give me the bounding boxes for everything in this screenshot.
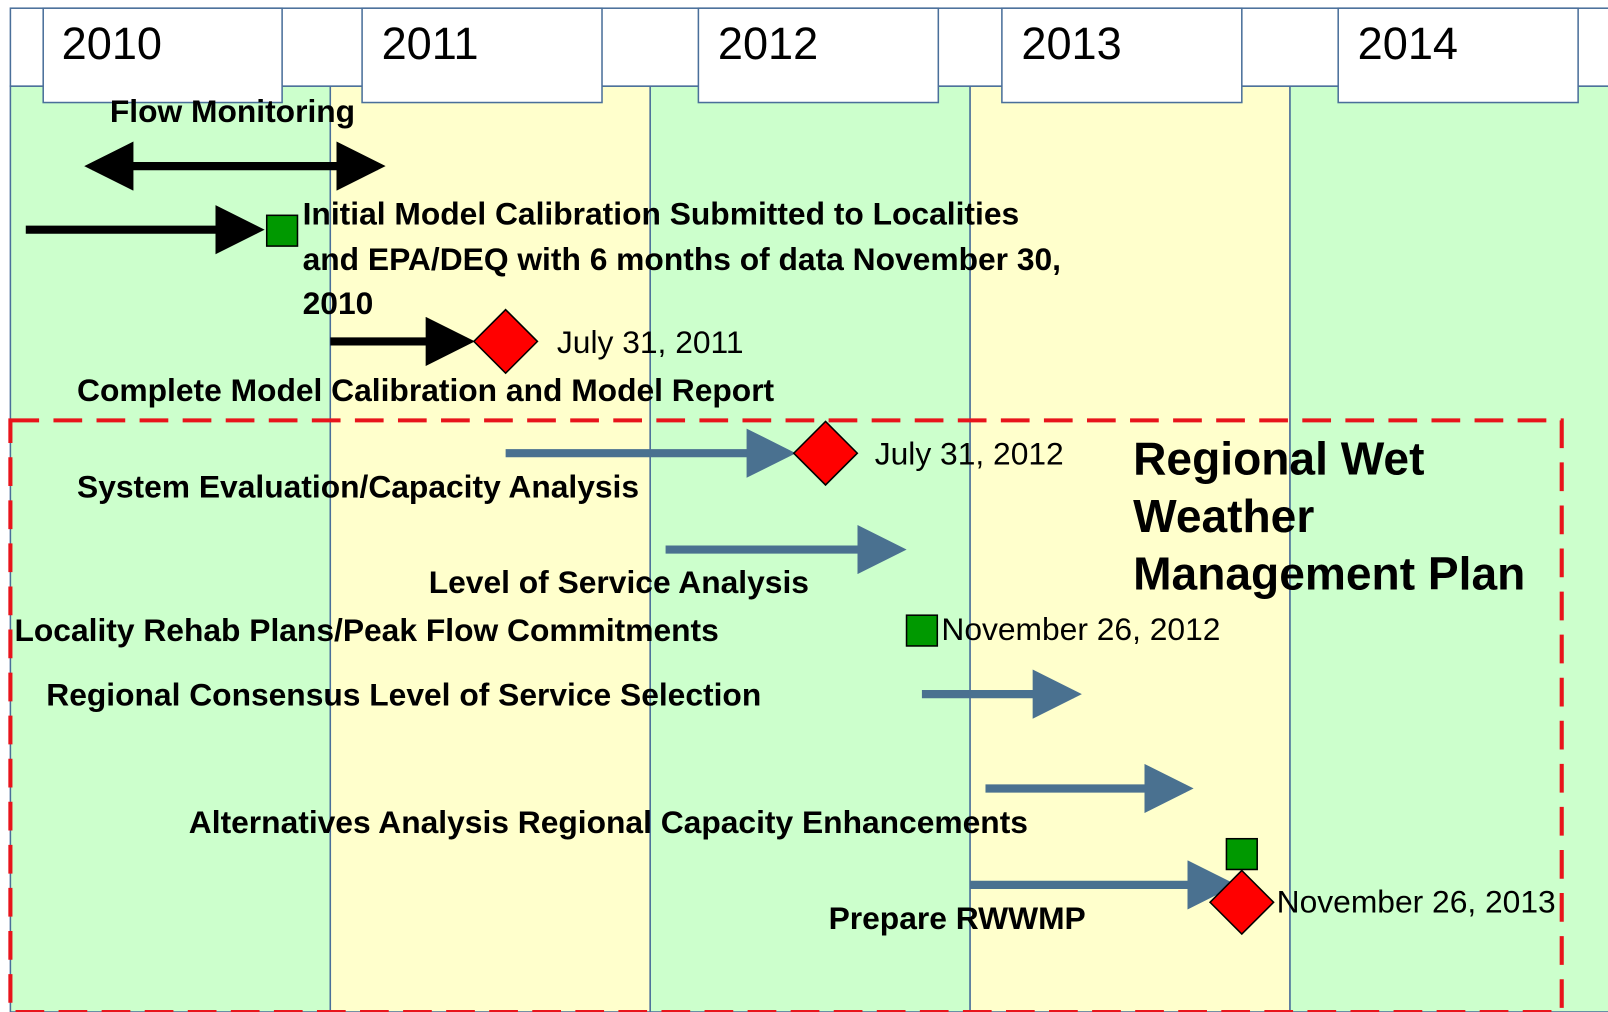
band <box>1289 85 1608 1012</box>
activity-label: System Evaluation/Capacity Analysis <box>77 468 639 504</box>
year-label: 2010 <box>62 18 162 69</box>
activity-label: Initial Model Calibration Submitted to L… <box>303 196 1020 232</box>
year-label: 2013 <box>1021 18 1121 69</box>
activity-label: Level of Service Analysis <box>429 564 809 600</box>
band <box>329 85 651 1012</box>
milestone-square <box>1225 837 1258 871</box>
year-bands <box>9 7 1608 1012</box>
date-label: November 26, 2013 <box>1277 884 1556 920</box>
date-label: July 31, 2012 <box>875 436 1064 472</box>
activity-label: 2010 <box>303 285 374 321</box>
arrows <box>25 141 1237 910</box>
activity-label: Flow Monitoring <box>110 93 355 129</box>
milestone-diamond <box>472 308 539 375</box>
date-label: November 26, 2012 <box>941 611 1220 647</box>
milestone-square <box>905 614 939 647</box>
year-label: 2011 <box>382 18 479 69</box>
region-label: Regional Wet <box>1133 433 1424 485</box>
year-box <box>697 7 940 104</box>
year-box <box>42 7 283 104</box>
activity-label: Regional Consensus Level of Service Sele… <box>46 677 761 713</box>
year-label: 2014 <box>1358 18 1458 69</box>
date-label: July 31, 2011 <box>557 324 744 360</box>
region-boundary <box>8 418 1564 1012</box>
year-box <box>1337 7 1579 104</box>
activity-label: Complete Model Calibration and Model Rep… <box>77 372 775 408</box>
milestone-diamond <box>792 420 859 487</box>
milestone-square <box>265 214 299 247</box>
region-label: Weather <box>1133 490 1314 542</box>
milestone-diamond <box>1208 869 1275 936</box>
year-box <box>1001 7 1243 104</box>
activity-label: Locality Rehab Plans/Peak Flow Commitmen… <box>14 612 718 648</box>
activity-label: Alternatives Analysis Regional Capacity … <box>189 804 1028 840</box>
year-label: 2012 <box>718 18 818 69</box>
activity-label: and EPA/DEQ with 6 months of data Novemb… <box>303 241 1061 277</box>
year-box <box>361 7 603 104</box>
region-label: Management Plan <box>1133 547 1525 599</box>
activity-label: Prepare RWWMP <box>829 900 1086 936</box>
milestones <box>265 214 1275 936</box>
